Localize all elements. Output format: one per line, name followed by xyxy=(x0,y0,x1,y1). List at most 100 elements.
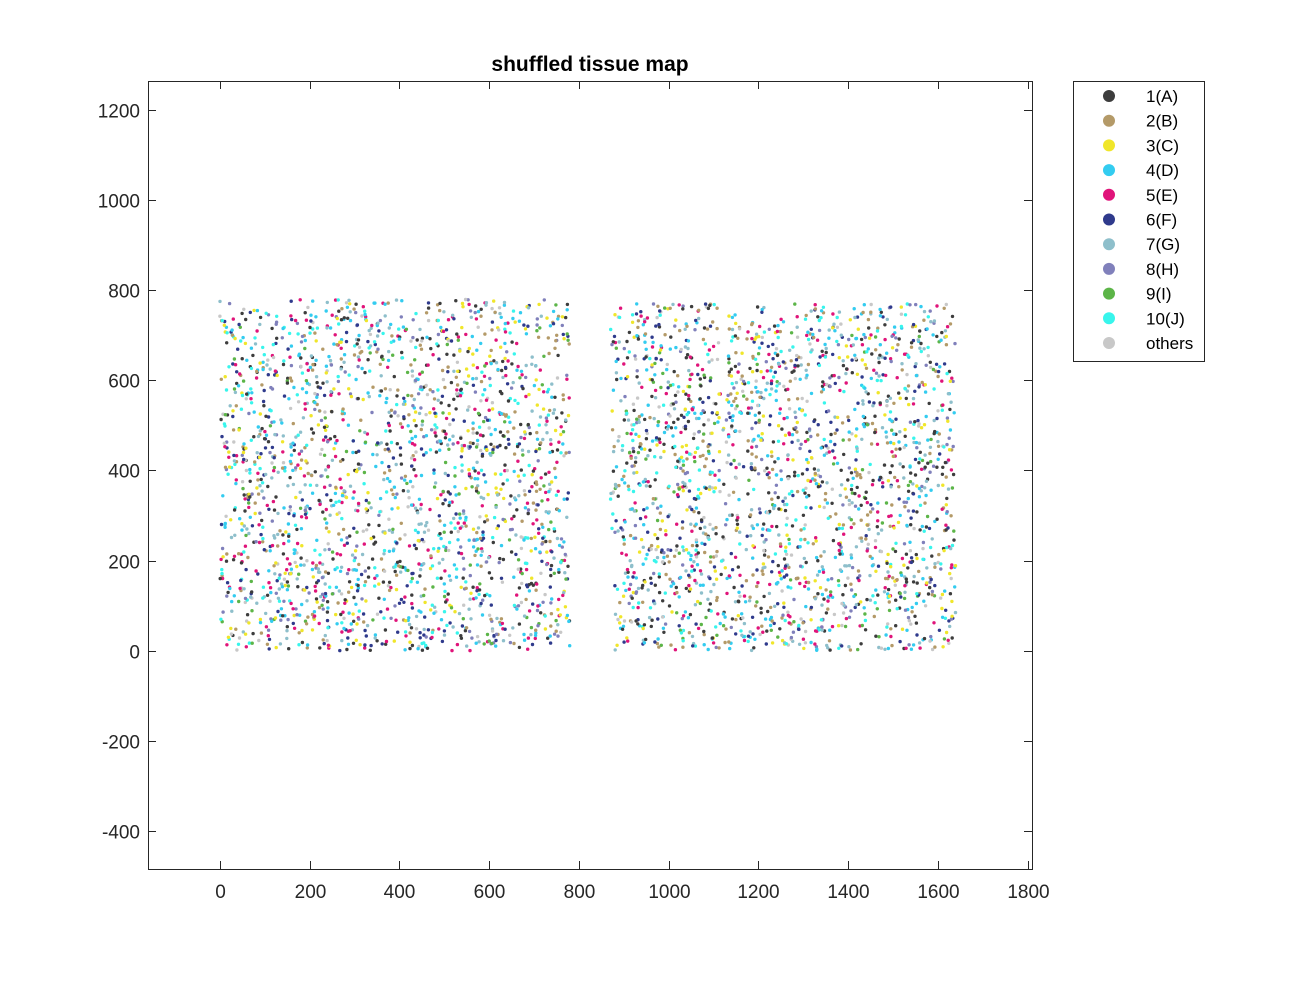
scatter-point xyxy=(625,461,629,465)
scatter-point xyxy=(658,313,662,317)
scatter-point xyxy=(949,514,953,518)
scatter-point xyxy=(343,598,347,602)
scatter-point xyxy=(372,340,377,344)
scatter-point xyxy=(694,522,698,526)
scatter-point xyxy=(627,487,631,492)
scatter-point xyxy=(471,377,475,381)
scatter-point xyxy=(634,619,638,623)
scatter-point xyxy=(627,330,632,335)
scatter-point xyxy=(373,636,377,640)
legend-item[interactable]: 5(E) xyxy=(1103,186,1178,205)
legend-item[interactable]: 10(J) xyxy=(1103,309,1185,328)
scatter-point xyxy=(498,311,502,316)
scatter-point xyxy=(904,646,908,650)
legend-item[interactable]: 7(G) xyxy=(1103,235,1180,254)
scatter-point xyxy=(241,335,245,340)
scatter-point xyxy=(894,417,898,421)
scatter-point xyxy=(250,609,254,613)
scatter-point xyxy=(877,645,881,650)
scatter-point xyxy=(364,634,368,638)
legend-item[interactable]: 4(D) xyxy=(1103,161,1179,180)
scatter-point xyxy=(637,381,641,385)
scatter-point xyxy=(799,528,803,532)
scatter-point xyxy=(534,628,538,632)
scatter-point xyxy=(735,391,739,395)
scatter-point xyxy=(461,305,465,309)
scatter-point xyxy=(837,522,841,527)
legend-item[interactable]: 9(I) xyxy=(1103,285,1172,304)
scatter-point xyxy=(793,363,797,368)
scatter-point xyxy=(527,392,531,397)
legend-item[interactable]: others xyxy=(1103,334,1193,353)
legend-item[interactable]: 3(C) xyxy=(1103,136,1179,155)
scatter-point xyxy=(288,508,292,512)
scatter-point xyxy=(902,563,906,567)
scatter-point xyxy=(274,341,278,346)
scatter-point xyxy=(455,642,460,647)
scatter-point xyxy=(850,432,854,436)
scatter-point xyxy=(222,441,226,445)
scatter-point xyxy=(714,645,718,650)
scatter-point xyxy=(356,462,361,466)
scatter-point xyxy=(686,616,691,620)
scatter-point xyxy=(273,369,278,373)
scatter-point xyxy=(275,373,279,378)
legend[interactable]: 1(A) 2(B) 3(C) 4(D) 5(E) 6(F) 7(G) 8(H) 9(I) 10(J… xyxy=(1073,81,1205,362)
scatter-point xyxy=(556,314,561,318)
legend-item[interactable]: 8(H) xyxy=(1103,260,1179,279)
scatter-point xyxy=(514,533,518,537)
scatter-point xyxy=(902,596,907,601)
scatter-point xyxy=(697,511,701,515)
scatter-point xyxy=(756,403,760,408)
scatter-point xyxy=(742,379,746,384)
legend-item[interactable]: 6(F) xyxy=(1103,211,1177,230)
scatter-point xyxy=(325,380,329,384)
scatter-point xyxy=(334,612,338,617)
scatter-point xyxy=(366,491,370,495)
scatter-point xyxy=(435,576,440,580)
scatter-point xyxy=(273,373,277,377)
scatter-point xyxy=(819,390,824,394)
scatter-point xyxy=(333,298,338,302)
scatter-point xyxy=(779,349,783,354)
scatter-point xyxy=(750,615,755,619)
scatter-point xyxy=(631,590,636,595)
scatter-point xyxy=(262,353,266,357)
scatter-point xyxy=(733,313,737,317)
legend-item[interactable]: 2(B) xyxy=(1103,112,1178,131)
scatter-point xyxy=(656,637,660,641)
scatter-point xyxy=(516,459,520,463)
scatter-point xyxy=(643,477,647,482)
scatter-point xyxy=(487,555,491,560)
scatter-point xyxy=(545,316,549,320)
scatter-point xyxy=(821,568,825,572)
scatter-point xyxy=(478,536,483,541)
scatter-point xyxy=(264,414,268,418)
scatter-point xyxy=(272,456,276,460)
scatter-point xyxy=(754,421,758,425)
scatter-point xyxy=(631,438,635,443)
legend-item[interactable]: 1(A) xyxy=(1103,87,1178,106)
scatter-point xyxy=(300,544,304,548)
scatter-point xyxy=(872,368,876,372)
scatter-point xyxy=(909,516,913,520)
scatter-point xyxy=(239,339,243,343)
scatter-point xyxy=(420,339,424,343)
scatter-point xyxy=(449,606,454,610)
scatter-point xyxy=(950,636,954,640)
scatter-point xyxy=(673,444,677,449)
scatter-point xyxy=(667,604,672,608)
scatter-point xyxy=(906,496,910,501)
scatter-point xyxy=(842,389,846,394)
scatter-point xyxy=(804,486,808,490)
scatter-point xyxy=(287,647,291,651)
scatter-point xyxy=(709,555,713,559)
scatter-point xyxy=(669,584,673,588)
scatter-point xyxy=(747,478,751,482)
scatter-point xyxy=(862,606,866,610)
scatter-point xyxy=(391,549,396,553)
scatter-point xyxy=(734,429,738,433)
scatter-point xyxy=(688,479,692,483)
scatter-point xyxy=(669,643,673,647)
scatter-point xyxy=(508,502,512,506)
